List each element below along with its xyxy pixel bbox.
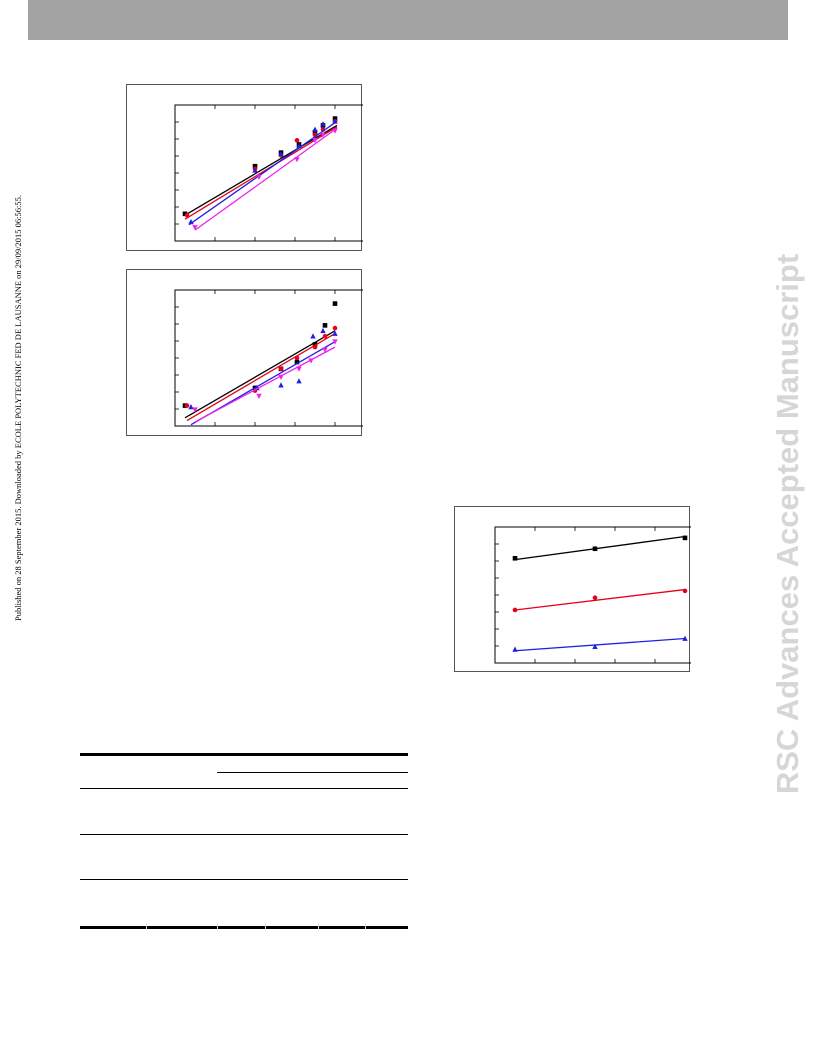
- data-point: [682, 635, 688, 641]
- data-point: [252, 167, 258, 173]
- table-column-divider: [318, 923, 319, 929]
- table-column-divider: [217, 923, 218, 929]
- data-point: [592, 595, 598, 601]
- accepted-manuscript-watermark: RSC Advances Accepted Manuscript: [760, 238, 816, 810]
- data-point: [312, 129, 318, 135]
- data-point: [682, 588, 688, 594]
- data-point: [182, 211, 188, 217]
- table-group-rule-1: [80, 834, 408, 835]
- data-point: [512, 646, 518, 652]
- data-point: [332, 325, 338, 331]
- data-point: [312, 344, 318, 350]
- table-column-divider: [265, 923, 266, 929]
- data-point: [592, 546, 598, 552]
- data-point: [294, 157, 300, 163]
- figure-plot-3: [494, 526, 691, 664]
- data-point: [296, 366, 302, 372]
- data-point: [332, 128, 338, 134]
- data-point: [296, 142, 302, 149]
- plot-frame: [174, 289, 363, 427]
- download-provenance-text: Published on 28 September 2015. Download…: [13, 194, 23, 622]
- plot-frame: [174, 104, 363, 242]
- trend-line: [514, 588, 686, 611]
- data-point: [512, 555, 518, 561]
- data-point: [294, 359, 300, 365]
- data-point: [310, 333, 316, 339]
- data-point: [252, 163, 258, 169]
- data-point: [332, 118, 338, 124]
- data-point: [682, 535, 688, 541]
- data-point: [294, 138, 300, 143]
- journal-header-band: [28, 0, 788, 40]
- data-point: [278, 374, 284, 380]
- data-point: [294, 355, 300, 361]
- data-point: [278, 366, 284, 372]
- table-column-divider: [146, 923, 147, 929]
- trend-line: [188, 120, 338, 226]
- data-point: [192, 225, 198, 231]
- data-point: [184, 403, 190, 408]
- trend-line: [186, 332, 336, 422]
- trend-line: [514, 637, 686, 652]
- trend-line: [184, 124, 338, 216]
- table-header-subrule: [217, 772, 408, 773]
- data-point: [278, 151, 284, 157]
- data-point: [322, 347, 328, 353]
- data-point: [592, 643, 598, 649]
- data-point: [320, 327, 326, 334]
- data-point: [320, 121, 326, 127]
- table-header-rule: [80, 788, 408, 789]
- table-group-rule-2: [80, 879, 408, 880]
- data-point: [308, 358, 314, 364]
- data-point: [322, 333, 328, 339]
- trend-line: [194, 127, 338, 231]
- data-point: [192, 407, 198, 413]
- data-point: [332, 339, 338, 345]
- data-point: [320, 132, 326, 138]
- trend-line: [184, 126, 338, 220]
- figure-plot-1: [174, 104, 363, 242]
- trend-line: [194, 346, 336, 423]
- figure-panel-top-left: [126, 84, 363, 251]
- table-column-divider: [365, 923, 366, 929]
- table-top-rule: [80, 753, 408, 756]
- data-point: [312, 126, 318, 132]
- data-point: [188, 404, 194, 410]
- data-point: [332, 330, 338, 336]
- data-point: [312, 342, 318, 347]
- data-point: [256, 393, 262, 399]
- watermark-text: RSC Advances Accepted Manuscript: [770, 253, 805, 795]
- data-point: [256, 174, 262, 180]
- trend-line: [514, 535, 686, 561]
- data-point: [312, 138, 318, 144]
- figure-panel-middle-left: [126, 269, 363, 436]
- data-point: [184, 212, 190, 218]
- table-bottom-rule: [80, 926, 408, 929]
- data-point: [278, 382, 284, 388]
- data-point: [332, 301, 338, 306]
- trend-line: [184, 330, 336, 419]
- data-point: [322, 323, 328, 328]
- download-provenance-note: Published on 28 September 2015. Download…: [12, 138, 24, 678]
- data-point: [512, 607, 518, 613]
- figure-panel-right: [454, 506, 691, 672]
- figure-plot-2: [174, 289, 363, 427]
- data-point: [296, 378, 302, 384]
- data-point: [188, 219, 194, 225]
